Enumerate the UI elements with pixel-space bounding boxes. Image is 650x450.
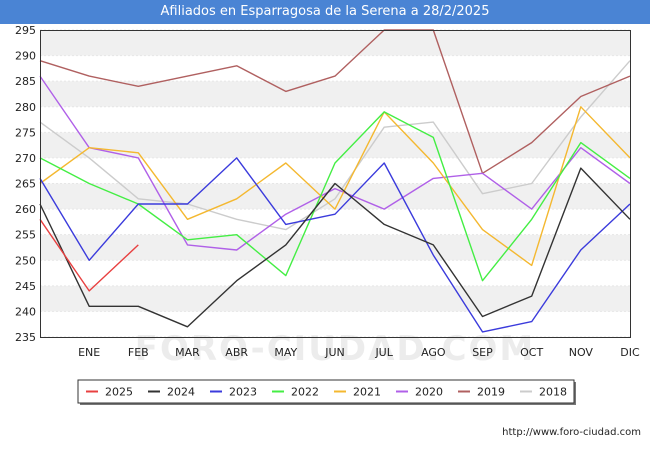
- y-tick-label: 270: [15, 152, 36, 165]
- y-tick-label: 280: [15, 101, 36, 114]
- footer-url: http://www.foro-ciudad.com: [502, 427, 641, 438]
- legend-label-2018: 2018: [539, 386, 567, 399]
- series-line-2018: [39, 60, 631, 231]
- legend-box: [77, 379, 575, 404]
- x-tick-label: FEB: [128, 346, 149, 359]
- band: [40, 209, 630, 235]
- legend-label-2020: 2020: [415, 386, 443, 399]
- y-axis-ticks: 235 240 245 250 255 260 265 270 275 280 285 290 295: [15, 24, 36, 344]
- x-axis-ticks: ENE FEB MAR ABR MAY JUN JUL AGO SEP OCT NOV DIC: [78, 346, 640, 359]
- y-tick-label: 295: [15, 24, 36, 37]
- series-line-2023: [39, 157, 631, 333]
- x-tick-label: JUL: [374, 346, 393, 359]
- y-tick-label: 250: [15, 254, 36, 267]
- band: [40, 81, 630, 107]
- series-line-2019: [39, 29, 631, 175]
- band: [40, 132, 630, 158]
- x-tick-label: AGO: [421, 346, 446, 359]
- y-tick-label: 260: [15, 203, 36, 216]
- band: [40, 311, 630, 337]
- series-line-2021: [39, 106, 631, 267]
- y-tick-label: 290: [15, 50, 36, 63]
- y-tick-label: 285: [15, 75, 36, 88]
- legend-label-2021: 2021: [353, 386, 381, 399]
- series-line-2025: [39, 218, 139, 292]
- legend: 2025 2024 2023 2022 2021 2020 2019 2018: [77, 379, 576, 405]
- x-tick-label: JUN: [324, 346, 345, 359]
- band: [40, 55, 630, 82]
- x-tick-label: SEP: [472, 346, 493, 359]
- x-tick-label: MAY: [274, 346, 297, 359]
- y-tick-label: 235: [15, 331, 36, 344]
- x-tick-label: NOV: [569, 346, 594, 359]
- series-lines: [39, 29, 631, 333]
- x-tick-label: ENE: [78, 346, 100, 359]
- series-line-2020: [39, 75, 631, 251]
- x-tick-label: DIC: [620, 346, 640, 359]
- band: [40, 30, 630, 56]
- legend-label-2019: 2019: [477, 386, 505, 399]
- legend-label-2022: 2022: [291, 386, 319, 399]
- chart-title: Afiliados en Esparragosa de la Serena a …: [0, 0, 650, 24]
- legend-label-2025: 2025: [105, 386, 133, 399]
- y-tick-label: 255: [15, 229, 36, 242]
- plot-frame: [40, 30, 631, 338]
- y-tick-label: 265: [15, 178, 36, 191]
- y-tick-label: 275: [15, 126, 36, 139]
- y-tick-label: 245: [15, 280, 36, 293]
- band: [40, 260, 630, 286]
- watermark: FORO-CIUDAD.COM: [135, 329, 536, 369]
- x-tick-label: OCT: [520, 346, 543, 359]
- series-line-2024: [39, 167, 631, 328]
- band: [40, 234, 630, 261]
- band: [40, 285, 630, 312]
- legend-label-2023: 2023: [229, 386, 257, 399]
- background-bands: [40, 30, 630, 337]
- band: [40, 106, 630, 133]
- y-tick-label: 240: [15, 305, 36, 318]
- x-tick-label: ABR: [225, 346, 248, 359]
- legend-label-2024: 2024: [167, 386, 195, 399]
- x-tick-label: MAR: [175, 346, 200, 359]
